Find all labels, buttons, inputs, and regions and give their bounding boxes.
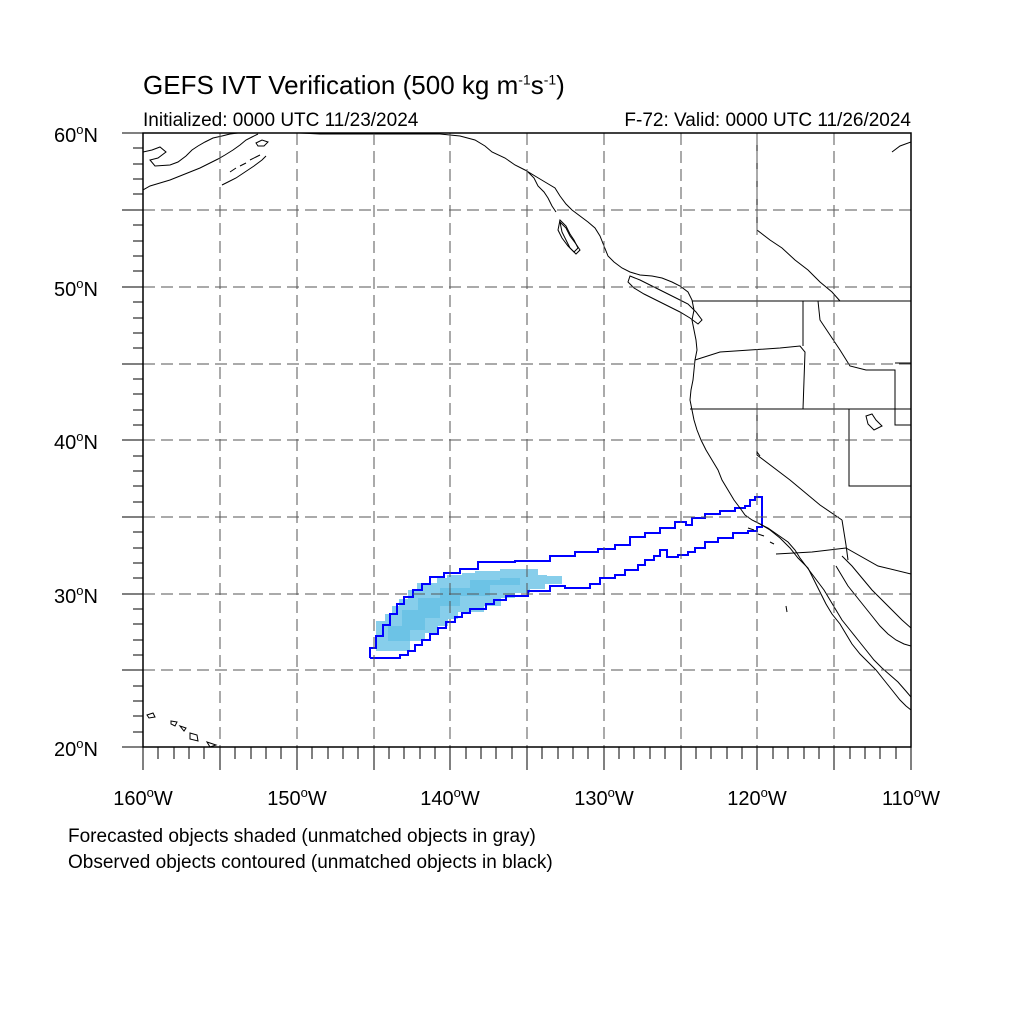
- lon-ticks-minor: [157, 747, 897, 759]
- coastline-guadalupe: [785, 605, 788, 613]
- lon-label-110: 110oW: [882, 785, 940, 810]
- border-or-wa: [694, 345, 806, 410]
- lon-ticks-major: [142, 747, 912, 770]
- lon-label-140: 140oW: [420, 785, 480, 810]
- coastline-alaska-west: [143, 133, 239, 167]
- lake-tahoe: [756, 451, 761, 457]
- border-nv-ut: [848, 409, 911, 487]
- footnote-observed: Observed objects contoured (unmatched ob…: [68, 852, 553, 873]
- coastline-gulf-california-east: [841, 555, 911, 629]
- lat-label-20: 20oN: [54, 736, 98, 761]
- coastline-kodiak: [255, 139, 269, 147]
- coastline-aleutian-1: [221, 155, 267, 186]
- coastline-panhandle-islands: [527, 171, 579, 253]
- lat-label-30: 30oN: [54, 583, 98, 608]
- coastline-gulf-california: [835, 565, 911, 647]
- footnote-forecast: Forecasted objects shaded (unmatched obj…: [68, 826, 536, 847]
- lat-ticks: [122, 132, 143, 748]
- valid-time-label: F-72: Valid: 0000 UTC 11/26/2024: [624, 110, 911, 131]
- border-ca-nv: [756, 409, 843, 521]
- init-time-label: Initialized: 0000 UTC 11/23/2024: [143, 110, 419, 131]
- coastline-channel-islands: [747, 527, 775, 545]
- coastline-aleutian-2: [229, 154, 261, 173]
- lon-labels: 160oW 150oW 140oW 130oW 120oW 110oW: [113, 785, 940, 810]
- lat-labels: 60oN 50oN 40oN 30oN 20oN: [54, 122, 98, 761]
- border-id-mt: [817, 300, 911, 426]
- lon-label-160: 160oW: [113, 785, 173, 810]
- lat-label-60: 60oN: [54, 122, 98, 147]
- border-us-mexico: [775, 547, 911, 575]
- coastlines: [143, 133, 911, 747]
- observed-object: [369, 496, 763, 659]
- lon-label-150: 150oW: [267, 785, 327, 810]
- lon-ticks: [142, 747, 912, 770]
- coastline-haida-gwaii: [559, 220, 581, 255]
- lake-salt: [865, 413, 883, 431]
- coastline-ne-corner: [891, 141, 911, 153]
- lat-ticks-minor: [133, 147, 143, 733]
- lon-label-130: 130oW: [574, 785, 634, 810]
- lon-label-120: 120oW: [727, 785, 787, 810]
- coastline-hawaii: [146, 712, 218, 747]
- border-ca-az: [841, 519, 849, 561]
- coastline-alaska-south: [299, 133, 911, 698]
- lat-ticks-major: [122, 132, 143, 748]
- chart-title: GEFS IVT Verification (500 kg m-1s-1): [143, 70, 565, 100]
- coastline-vancouver-island: [627, 275, 703, 325]
- grid-lines: [143, 133, 911, 747]
- lat-label-40: 40oN: [54, 429, 98, 454]
- lat-label-50: 50oN: [54, 276, 98, 301]
- coastline-baja: [759, 523, 911, 711]
- border-bc-ab: [756, 229, 841, 302]
- observed-object-contour: [369, 496, 763, 659]
- coastline-alaska-peninsula: [143, 133, 259, 191]
